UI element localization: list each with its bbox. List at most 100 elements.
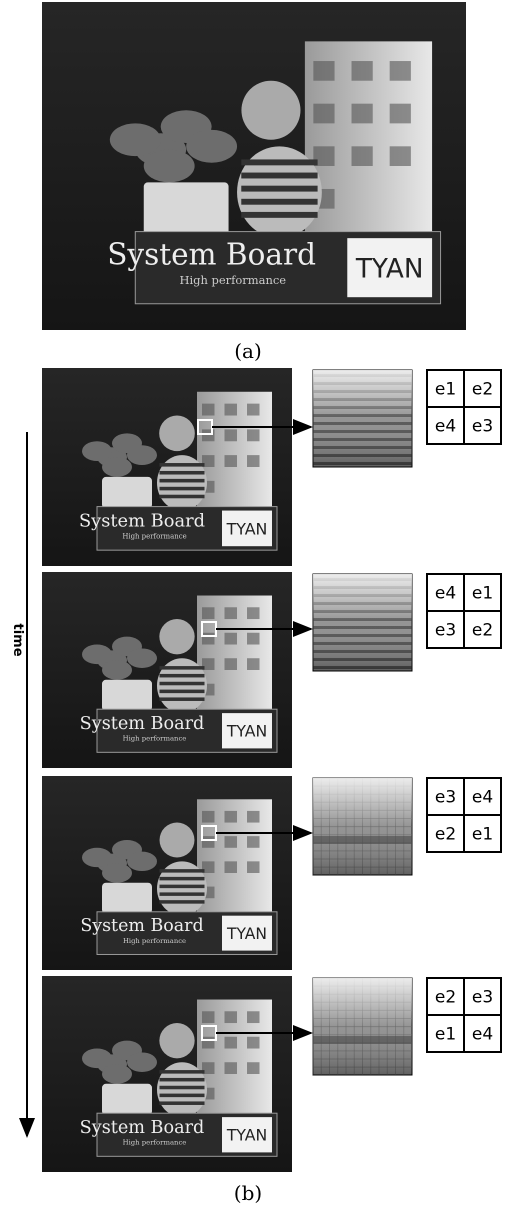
bear-head (159, 416, 195, 452)
tagline-text: High performance (123, 937, 186, 945)
stripe (160, 690, 205, 694)
time-label: time (10, 623, 25, 656)
box-pattern (352, 104, 373, 124)
leaf (186, 130, 237, 163)
box-pattern (352, 146, 373, 166)
stripe (160, 892, 205, 895)
box-pattern (247, 861, 260, 873)
bear-head (159, 619, 194, 654)
box-pattern (202, 404, 215, 416)
logo-text: TYAN (355, 255, 424, 285)
box-pattern (247, 1011, 260, 1023)
stripe (160, 877, 205, 880)
leaf (82, 441, 112, 461)
bear-head (160, 823, 195, 858)
bear-head (159, 1023, 194, 1058)
box-pattern (247, 811, 260, 823)
box-pattern (247, 836, 260, 848)
stripe (160, 900, 205, 903)
logo-text: TYAN (226, 1126, 267, 1145)
brand-text: System Board (79, 510, 205, 531)
box-pattern (202, 633, 215, 645)
logo-text: TYAN (226, 925, 267, 943)
box-pattern (247, 1037, 260, 1049)
grid-label: e4 (472, 1025, 493, 1045)
tagline-text: High performance (123, 735, 187, 743)
patch-shade (313, 574, 412, 671)
box-pattern (225, 1037, 238, 1049)
caption-b: (b) (234, 1181, 262, 1205)
box-pattern (390, 104, 411, 124)
box-pattern (225, 811, 238, 823)
box-pattern (225, 429, 238, 441)
stripe (160, 885, 205, 888)
grid-label: e2 (472, 380, 493, 400)
stripe (160, 1070, 205, 1074)
photo: System Board High performance TYAN (42, 2, 466, 330)
stripe (160, 1078, 205, 1082)
brand-text: System Board (107, 237, 316, 271)
basket (144, 182, 229, 234)
basket (102, 477, 152, 509)
box-pattern (225, 607, 238, 619)
box-pattern (225, 1011, 238, 1023)
box-pattern (247, 658, 260, 670)
box-pattern (225, 1062, 238, 1074)
caption-a: (a) (234, 339, 262, 363)
box-pattern (313, 104, 334, 124)
grid-label: e4 (472, 788, 493, 808)
figure: (a) (b) time System BoardHigh performanc… (0, 0, 505, 1211)
box-pattern (247, 633, 260, 645)
box-pattern (313, 61, 334, 81)
stripe (160, 1101, 205, 1105)
box-pattern (352, 61, 373, 81)
box-pattern (247, 429, 260, 441)
leaf (102, 457, 132, 477)
stripe (160, 487, 205, 491)
logo-text: TYAN (226, 722, 267, 741)
box-pattern (390, 61, 411, 81)
stripe (160, 697, 205, 701)
leaf (127, 445, 157, 465)
box-pattern (202, 1037, 215, 1049)
box-pattern (247, 1062, 260, 1074)
stripe (160, 1086, 205, 1090)
box-pattern (202, 811, 215, 823)
stripe (160, 869, 205, 872)
box-pattern (225, 404, 238, 416)
brand-text: System Board (80, 714, 205, 734)
leaf (127, 852, 157, 871)
box-pattern (202, 836, 215, 848)
box-pattern (390, 146, 411, 166)
grid-label: e1 (435, 1025, 456, 1045)
stripe (241, 159, 317, 165)
box-pattern (247, 404, 260, 416)
grid-label: e1 (472, 825, 493, 845)
leaf (102, 1064, 132, 1084)
tagline-text: High performance (122, 532, 186, 540)
stripe (241, 173, 317, 179)
leaf (144, 150, 195, 183)
patch-shade (313, 778, 412, 875)
leaf (82, 1049, 112, 1069)
grid-label: e3 (435, 621, 456, 641)
logo-text: TYAN (226, 519, 268, 538)
tagline-text: High performance (123, 1139, 187, 1147)
box-pattern (225, 455, 238, 467)
box-pattern (247, 607, 260, 619)
leaf (127, 1052, 157, 1072)
leaf (82, 848, 112, 867)
box-pattern (225, 633, 238, 645)
box-pattern (202, 607, 215, 619)
grid-label: e1 (435, 380, 456, 400)
stripe (241, 186, 317, 192)
stripe (241, 199, 317, 205)
photo: System BoardHigh performance TYAN (42, 368, 292, 566)
tagline-text: High performance (179, 273, 286, 287)
leaf (102, 863, 132, 882)
stripe (160, 1094, 205, 1098)
box-pattern (225, 658, 238, 670)
stripe (160, 471, 205, 475)
patch-shade (313, 978, 412, 1075)
